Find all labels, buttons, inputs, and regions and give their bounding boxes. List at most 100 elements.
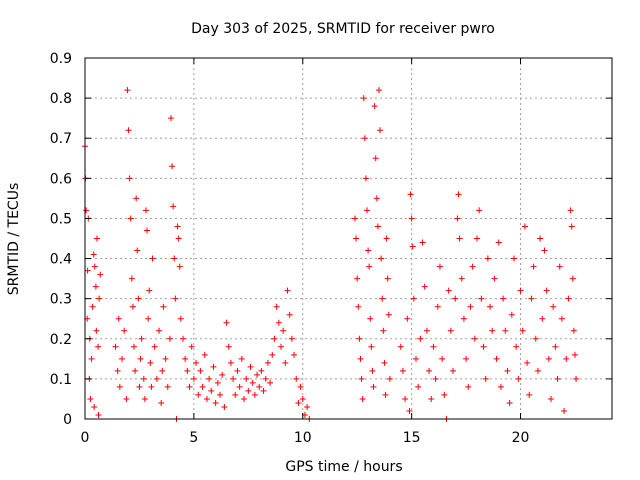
data-point (232, 391, 239, 398)
data-point (160, 303, 167, 310)
data-point (297, 383, 304, 390)
data-point (140, 375, 147, 382)
data-point (352, 215, 359, 222)
data-point (407, 191, 414, 198)
data-point (284, 287, 291, 294)
data-point (456, 235, 463, 242)
data-point (570, 327, 577, 334)
y-tick-label: 0 (63, 412, 72, 428)
data-point (362, 175, 369, 182)
data-point (455, 191, 462, 198)
data-point (366, 263, 373, 270)
data-point (293, 375, 300, 382)
data-point (500, 295, 507, 302)
data-point (541, 247, 548, 254)
data-point (404, 315, 411, 322)
data-point (565, 295, 572, 302)
data-point (137, 355, 144, 362)
tick-layer: 0 0.1 0.2 0.3 0.4 0.5 0.6 0.7 0.8 0.9 0 5 10 15 20 (50, 51, 612, 446)
data-point (409, 243, 416, 250)
data-point (463, 355, 470, 362)
data-point (524, 359, 531, 366)
data-point (95, 343, 102, 350)
data-point (377, 127, 384, 134)
data-point (251, 391, 258, 398)
data-point (277, 343, 284, 350)
data-point (439, 355, 446, 362)
data-point (288, 335, 295, 342)
data-point (135, 295, 142, 302)
data-point (379, 295, 386, 302)
data-point (506, 399, 513, 406)
data-point (212, 399, 219, 406)
data-point (141, 395, 148, 402)
data-point (91, 403, 98, 410)
data-point (495, 239, 502, 246)
data-point (273, 303, 280, 310)
x-tick-label: 15 (403, 430, 421, 446)
y-tick-label: 0.1 (50, 372, 72, 388)
data-point (467, 303, 474, 310)
data-point (116, 383, 123, 390)
data-point (447, 327, 454, 334)
data-point (368, 343, 375, 350)
data-point (554, 375, 561, 382)
data-point (543, 287, 550, 294)
data-point (247, 363, 254, 370)
data-point (487, 303, 494, 310)
data-point (358, 375, 365, 382)
data-point (563, 355, 570, 362)
data-point (153, 375, 160, 382)
data-point (123, 395, 130, 402)
data-point (528, 295, 535, 302)
data-point (193, 359, 200, 366)
data-point (142, 207, 149, 214)
data-point (262, 375, 269, 382)
data-point (465, 383, 472, 390)
y-tick-label: 0.3 (50, 292, 72, 308)
data-point (545, 355, 552, 362)
data-point (93, 235, 100, 242)
data-point (245, 387, 252, 394)
data-point (432, 375, 439, 382)
data-point (458, 275, 465, 282)
y-tick-label: 0.8 (50, 91, 72, 107)
data-point (534, 367, 541, 374)
data-point (478, 295, 485, 302)
data-point (125, 127, 132, 134)
x-tick-label: 10 (294, 430, 312, 446)
data-point (127, 215, 134, 222)
data-point (384, 275, 391, 282)
data-point (188, 343, 195, 350)
data-point (221, 403, 228, 410)
data-point (176, 263, 183, 270)
data-point (138, 335, 145, 342)
data-point (421, 283, 428, 290)
data-point (567, 207, 574, 214)
data-point (530, 263, 537, 270)
data-point (385, 311, 392, 318)
data-point (271, 335, 278, 342)
data-point (159, 367, 166, 374)
data-point (569, 275, 576, 282)
data-point (126, 175, 133, 182)
y-axis-title: SRMTID / TECUs (6, 183, 22, 296)
data-point (423, 327, 430, 334)
data-point (92, 283, 99, 290)
data-point (162, 355, 169, 362)
chart-title: Day 303 of 2025, SRMTID for receiver pwr… (191, 21, 495, 37)
data-point (243, 375, 250, 382)
data-point (291, 351, 298, 358)
data-point (441, 391, 448, 398)
data-point (399, 367, 406, 374)
data-point (286, 311, 293, 318)
data-point (571, 351, 578, 358)
data-point (406, 407, 413, 414)
data-point (124, 87, 131, 94)
data-point (97, 271, 104, 278)
data-point (121, 327, 128, 334)
data-point (539, 315, 546, 322)
data-point (168, 115, 175, 122)
data-point (208, 387, 215, 394)
